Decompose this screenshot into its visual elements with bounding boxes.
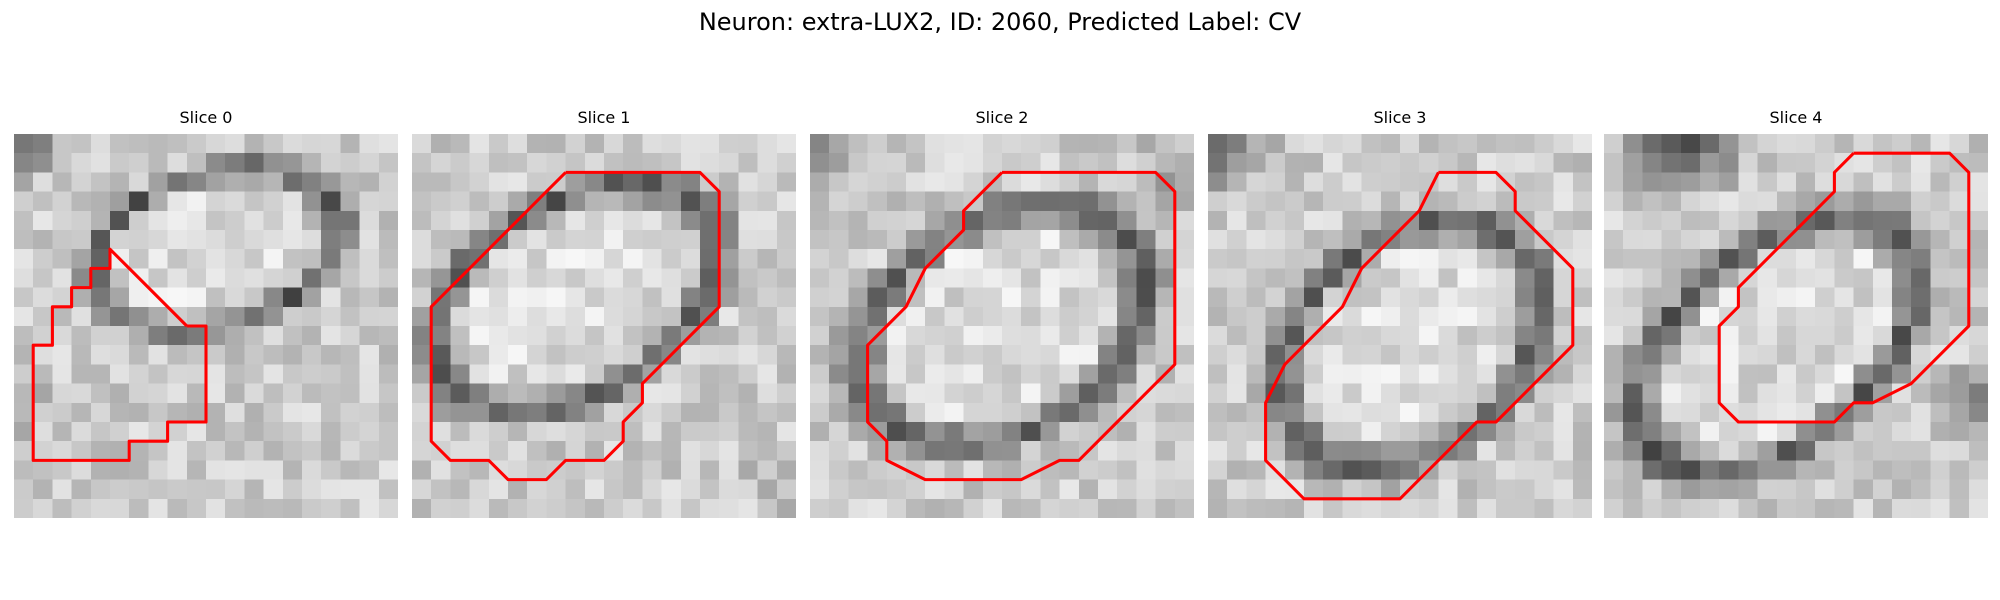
slice-panel-2: Slice 2 — [810, 108, 1194, 518]
slice-title-2: Slice 2 — [975, 108, 1029, 127]
slice-title-0: Slice 0 — [179, 108, 233, 127]
slice-title-4: Slice 4 — [1769, 108, 1823, 127]
slice-image-3 — [1208, 134, 1592, 518]
slice-image-1 — [412, 134, 796, 518]
contour-2 — [866, 170, 1177, 482]
slice-panel-0: Slice 0 — [14, 108, 398, 518]
pixel-grid-3 — [1208, 134, 1592, 518]
contour-1 — [429, 170, 721, 482]
contour-3 — [1264, 170, 1575, 501]
contour-4 — [1717, 151, 1971, 424]
slice-image-0 — [14, 134, 398, 518]
slice-title-3: Slice 3 — [1373, 108, 1427, 127]
slice-panel-1: Slice 1 — [412, 108, 796, 518]
slice-panel-3: Slice 3 — [1208, 108, 1592, 518]
slice-image-2 — [810, 134, 1194, 518]
contour-0 — [31, 247, 208, 462]
pixel-grid-2 — [810, 134, 1194, 518]
pixel-grid-4 — [1604, 134, 1988, 518]
slice-panel-4: Slice 4 — [1604, 108, 1988, 518]
figure-title: Neuron: extra-LUX2, ID: 2060, Predicted … — [698, 8, 1302, 36]
slice-image-4 — [1604, 134, 1988, 518]
slice-title-1: Slice 1 — [577, 108, 631, 127]
